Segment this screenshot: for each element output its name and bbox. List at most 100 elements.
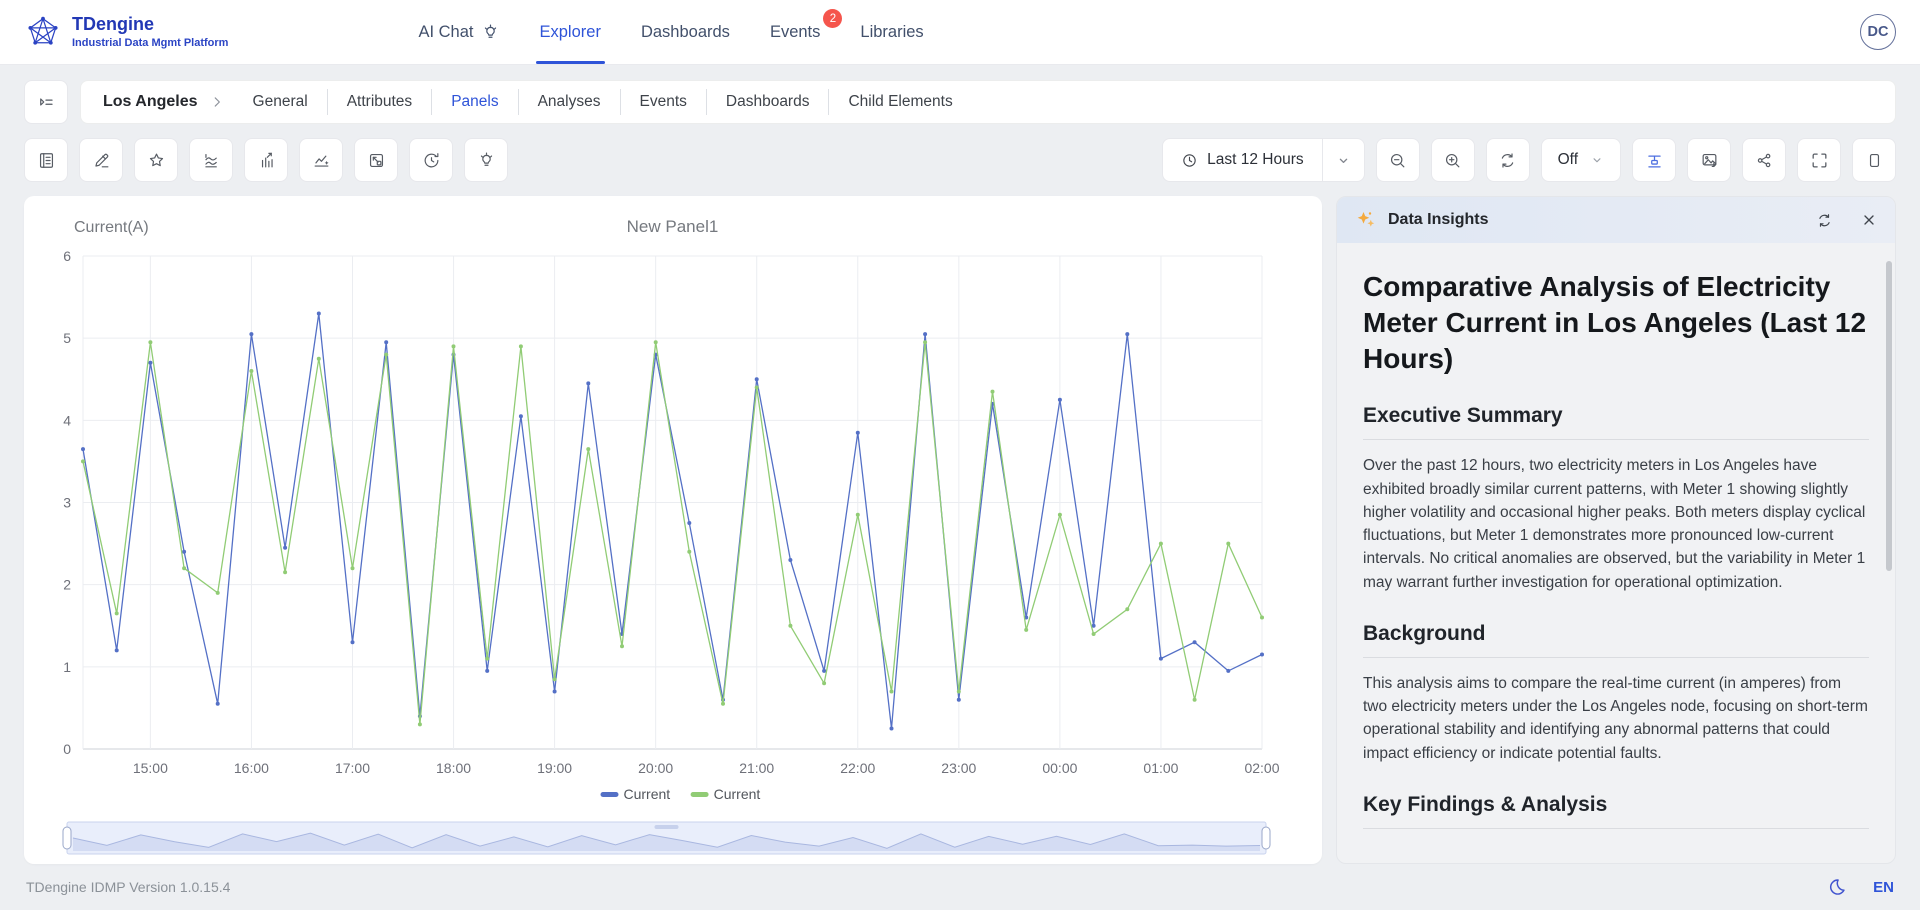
export-image-button[interactable]	[1687, 138, 1731, 182]
insights-panel-icon	[1645, 151, 1664, 170]
breadcrumb-row: Los Angeles General Attributes Panels An…	[0, 64, 1920, 124]
svg-text:20:00: 20:00	[638, 760, 673, 776]
svg-text:21:00: 21:00	[739, 760, 774, 776]
svg-text:02:00: 02:00	[1244, 760, 1279, 776]
svg-text:1: 1	[63, 659, 71, 675]
nav-item-events[interactable]: Events 2	[750, 0, 840, 64]
tab-general[interactable]: General	[234, 89, 327, 115]
time-range-label: Last 12 Hours	[1207, 151, 1304, 169]
refresh-button[interactable]	[1486, 138, 1530, 182]
right-panel-button[interactable]	[1852, 138, 1896, 182]
zoom-out-button[interactable]	[1376, 138, 1420, 182]
auto-refresh-label: Off	[1558, 151, 1578, 169]
nav-item-libraries[interactable]: Libraries	[840, 0, 943, 64]
bar-chart-type-button[interactable]	[244, 138, 288, 182]
bulb-icon	[477, 151, 496, 170]
nav-item-label: Libraries	[860, 23, 923, 42]
brand-logo[interactable]: TDengine Industrial Data Mgmt Platform	[24, 0, 228, 64]
section-body-background: This analysis aims to compare the real-t…	[1363, 672, 1869, 765]
chart-panel-card: Current(A)New Panel1012345615:0016:0017:…	[24, 196, 1322, 864]
svg-text:2: 2	[63, 577, 71, 593]
svg-text:22:00: 22:00	[840, 760, 875, 776]
svg-text:18:00: 18:00	[436, 760, 471, 776]
top-nav: TDengine Industrial Data Mgmt Platform A…	[0, 0, 1920, 64]
nav-item-dashboards[interactable]: Dashboards	[621, 0, 750, 64]
insights-heading: Comparative Analysis of Electricity Mete…	[1363, 269, 1869, 376]
line-chart-type-button[interactable]	[189, 138, 233, 182]
nav-item-explorer[interactable]: Explorer	[520, 0, 621, 64]
resize-icon	[367, 151, 386, 170]
insights-title: Data Insights	[1388, 211, 1488, 229]
fullscreen-icon	[1810, 151, 1829, 170]
tab-child-elements[interactable]: Child Elements	[828, 89, 971, 115]
svg-text:01:00: 01:00	[1143, 760, 1178, 776]
clock-icon	[1181, 152, 1198, 169]
trend-analysis-button[interactable]	[299, 138, 343, 182]
sparkles-icon	[1355, 209, 1377, 231]
star-icon	[147, 151, 166, 170]
insight-bulb-button[interactable]	[464, 138, 508, 182]
edit-button[interactable]	[79, 138, 123, 182]
fullscreen-button[interactable]	[1797, 138, 1841, 182]
insights-refresh-button[interactable]	[1816, 212, 1833, 229]
svg-text:6: 6	[63, 248, 71, 264]
brand-title: TDengine	[72, 15, 228, 35]
insights-panel-toggle-button[interactable]	[1632, 138, 1676, 182]
zoom-in-icon	[1443, 151, 1462, 170]
bar-chart-icon	[257, 151, 276, 170]
section-heading-key-findings: Key Findings & Analysis	[1363, 793, 1869, 829]
svg-text:0: 0	[63, 741, 71, 757]
section-heading-background: Background	[1363, 622, 1869, 658]
svg-text:15:00: 15:00	[133, 760, 168, 776]
time-range-chevron[interactable]	[1322, 139, 1364, 181]
time-range-control[interactable]: Last 12 Hours	[1162, 138, 1365, 182]
chevron-down-icon	[1590, 153, 1604, 167]
nav-item-label: Events	[770, 23, 820, 42]
section-heading-executive-summary: Executive Summary	[1363, 404, 1869, 440]
dark-mode-toggle[interactable]	[1826, 877, 1847, 898]
svg-text:17:00: 17:00	[335, 760, 370, 776]
export-image-icon	[1700, 151, 1719, 170]
nav-item-label: Explorer	[540, 23, 601, 42]
insights-scrollbar[interactable]	[1886, 261, 1892, 571]
tab-dashboards[interactable]: Dashboards	[706, 89, 829, 115]
tab-analyses[interactable]: Analyses	[518, 89, 620, 115]
chevron-right-icon	[210, 95, 224, 109]
tab-attributes[interactable]: Attributes	[327, 89, 431, 115]
collapse-sidebar-button[interactable]	[24, 80, 68, 124]
nav-item-ai-chat[interactable]: AI Chat	[398, 0, 519, 64]
chevron-down-icon	[1336, 153, 1351, 168]
main-nav: AI Chat Explorer Dashboards Events 2 Lib…	[398, 0, 943, 64]
toolbar-right-group: Last 12 Hours Off	[1162, 138, 1896, 182]
breadcrumb: Los Angeles General Attributes Panels An…	[80, 80, 1896, 124]
nav-item-label: Dashboards	[641, 23, 730, 42]
resize-panel-button[interactable]	[354, 138, 398, 182]
zoom-in-button[interactable]	[1431, 138, 1475, 182]
panel-chart[interactable]: Current(A)New Panel1012345615:0016:0017:…	[24, 196, 1322, 864]
breadcrumb-node[interactable]: Los Angeles	[103, 93, 198, 111]
svg-text:3: 3	[63, 495, 71, 511]
close-icon	[1861, 212, 1877, 228]
insights-body[interactable]: Comparative Analysis of Electricity Mete…	[1337, 243, 1895, 863]
favorite-button[interactable]	[134, 138, 178, 182]
insights-close-button[interactable]	[1861, 212, 1877, 228]
panel-list-button[interactable]	[24, 138, 68, 182]
share-icon	[1755, 151, 1774, 170]
tdengine-logo-icon	[24, 13, 62, 51]
insights-header: Data Insights	[1337, 197, 1895, 243]
tab-events[interactable]: Events	[620, 89, 706, 115]
refresh-icon	[1816, 212, 1833, 229]
share-button[interactable]	[1742, 138, 1786, 182]
svg-text:Current(A): Current(A)	[74, 219, 149, 236]
refresh-icon	[1498, 151, 1517, 170]
language-switch[interactable]: EN	[1873, 879, 1894, 896]
history-button[interactable]	[409, 138, 453, 182]
version-text: TDengine IDMP Version 1.0.15.4	[26, 879, 230, 895]
svg-text:00:00: 00:00	[1042, 760, 1077, 776]
main-content: Current(A)New Panel1012345615:0016:0017:…	[0, 182, 1920, 864]
notebook-icon	[37, 151, 56, 170]
trend-sparkle-icon	[312, 151, 331, 170]
tab-panels[interactable]: Panels	[431, 89, 517, 115]
user-avatar[interactable]: DC	[1860, 14, 1896, 50]
auto-refresh-control[interactable]: Off	[1541, 138, 1621, 182]
